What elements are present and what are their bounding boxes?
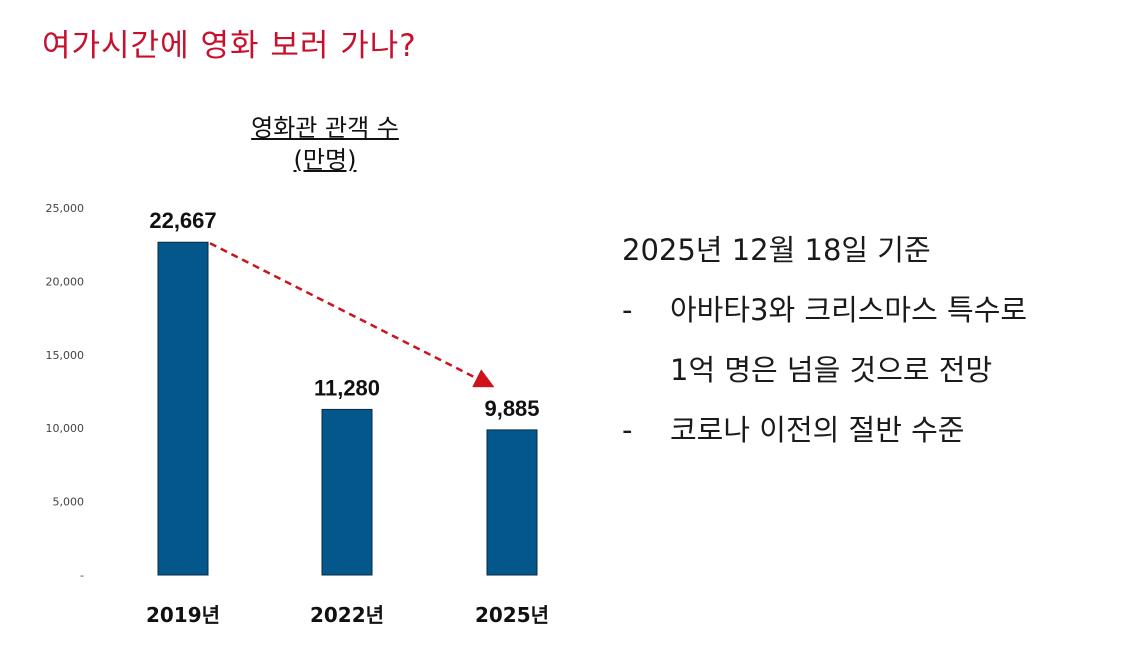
x-tick-label: 2022년 (310, 603, 384, 627)
bar-chart: - 5,000 10,000 15,000 20,000 25,000 22,667 201… (46, 202, 550, 627)
bullet-2: - 코로나 이전의 절반 수준 (622, 400, 1027, 460)
bullet-1-continued: 1억 명은 넘을 것으로 전망 (622, 340, 1027, 400)
x-tick-label: 2019년 (146, 603, 220, 627)
trend-arrow (209, 242, 495, 388)
bullet-text: 아바타3와 크리스마스 특수로 (670, 293, 1028, 327)
y-tick-label: - (80, 569, 84, 582)
chart-title-main: 영화관 관객 수 (251, 114, 399, 142)
chart-title: 영화관 관객 수 (만명) (200, 112, 450, 176)
y-tick-label: 20,000 (46, 275, 85, 288)
y-tick-label: 25,000 (46, 202, 85, 215)
data-label: 22,667 (149, 208, 216, 233)
notes: 2025년 12월 18일 기준 - 아바타3와 크리스마스 특수로 1억 명은… (622, 220, 1027, 460)
bar-2022년 (321, 408, 373, 576)
bars: 22,667 2019년 11,280 2022년 9,885 2025년 (146, 208, 549, 627)
bullet-marker: - (622, 413, 633, 447)
bullet-text: 코로나 이전의 절반 수준 (670, 413, 965, 447)
y-tick-label: 15,000 (46, 349, 85, 362)
slide-title: 여가시간에 영화 보러 가나? (42, 28, 417, 64)
bullet-marker: - (622, 293, 633, 327)
bullet-text: 1억 명은 넘을 것으로 전망 (670, 353, 993, 387)
bar-2025년 (486, 429, 538, 576)
bullet-1: - 아바타3와 크리스마스 특수로 (622, 280, 1027, 340)
y-tick-label: 5,000 (53, 496, 85, 509)
trend-arrow-line (209, 242, 495, 388)
y-axis: - 5,000 10,000 15,000 20,000 25,000 (46, 202, 85, 582)
data-label: 11,280 (314, 375, 380, 400)
chart-subtitle: (만명) (293, 146, 357, 174)
x-tick-label: 2025년 (475, 603, 549, 627)
bar-2019년 (157, 241, 209, 576)
y-tick-label: 10,000 (46, 422, 85, 435)
data-label: 9,885 (484, 396, 539, 421)
notes-heading: 2025년 12월 18일 기준 (622, 233, 931, 267)
